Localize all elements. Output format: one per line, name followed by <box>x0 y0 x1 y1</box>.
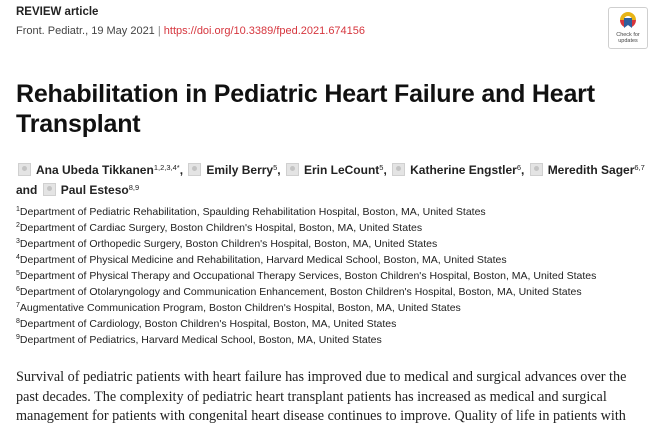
badge-label: Check for updates <box>616 32 640 44</box>
author-item[interactable]: Meredith Sager6,7 <box>528 163 645 177</box>
affiliation-item: 7Augmentative Communication Program, Bos… <box>16 302 461 314</box>
author-item[interactable]: and Paul Esteso8,9 <box>16 183 139 197</box>
author-affiliation-marks: 5 <box>379 163 384 172</box>
article-type-label: REVIEW article <box>16 6 99 18</box>
author-item[interactable]: Emily Berry5, <box>186 163 281 177</box>
affiliation-item: 4Department of Physical Medicine and Reh… <box>16 254 507 266</box>
citation-line: Front. Pediatr., 19 May 2021 | https://d… <box>16 24 365 38</box>
citation-separator: | <box>157 25 161 37</box>
author-name: Meredith Sager <box>547 163 635 177</box>
author-name: Ana Ubeda Tikkanen <box>36 163 154 177</box>
author-affiliation-marks: 6 <box>516 163 521 172</box>
affiliation-item: 9Department of Pediatrics, Harvard Medic… <box>16 334 382 346</box>
check-for-updates-badge[interactable]: Check for updates <box>608 7 648 49</box>
author-affiliation-marks: 1,2,3,4* <box>153 163 180 172</box>
avatar <box>529 163 543 176</box>
author-name: Emily Berry <box>206 163 274 177</box>
affiliation-item: 8Department of Cardiology, Boston Childr… <box>16 318 397 330</box>
avatar <box>285 163 299 176</box>
author-name: Paul Esteso <box>60 183 129 197</box>
author-name: Katherine Engstler <box>410 163 517 177</box>
avatar <box>188 163 202 176</box>
author-affiliation-marks: 8,9 <box>128 183 140 192</box>
avatar <box>18 163 31 176</box>
doi-link[interactable]: https://doi.org/10.3389/fped.2021.674156 <box>163 25 366 37</box>
author-list: Ana Ubeda Tikkanen1,2,3,4*, Emily Berry5… <box>16 160 646 200</box>
avatar <box>392 163 406 176</box>
author-name: Erin LeCount <box>303 163 380 177</box>
affiliation-item: 3Department of Orthopedic Surgery, Bosto… <box>16 238 438 250</box>
author-affiliation-marks: 6,7 <box>634 163 645 172</box>
author-affiliation-marks: 5 <box>273 163 278 172</box>
affiliation-list: 1Department of Pediatric Rehabilitation,… <box>16 204 646 348</box>
author-item[interactable]: Erin LeCount5, <box>284 163 387 177</box>
author-item[interactable]: Ana Ubeda Tikkanen1,2,3,4*, <box>16 163 183 177</box>
affiliation-item: 5Department of Physical Therapy and Occu… <box>16 270 597 282</box>
abstract-paragraph: Survival of pediatric patients with hear… <box>16 369 627 424</box>
article-header: REVIEW article Front. Pediatr., 19 May 2… <box>16 5 365 38</box>
journal-date: Front. Pediatr., 19 May 2021 <box>16 25 155 37</box>
check-for-updates-icon <box>620 12 636 28</box>
affiliation-item: 2Department of Cardiac Surgery, Boston C… <box>16 222 423 234</box>
affiliation-item: 1Department of Pediatric Rehabilitation,… <box>16 206 486 218</box>
article-title: Rehabilitation in Pediatric Heart Failur… <box>16 80 595 138</box>
affiliation-item: 6Department of Otolaryngology and Commun… <box>16 286 582 298</box>
avatar <box>42 183 56 196</box>
author-conjunction: and <box>16 183 38 197</box>
author-item[interactable]: Katherine Engstler6, <box>390 163 524 177</box>
